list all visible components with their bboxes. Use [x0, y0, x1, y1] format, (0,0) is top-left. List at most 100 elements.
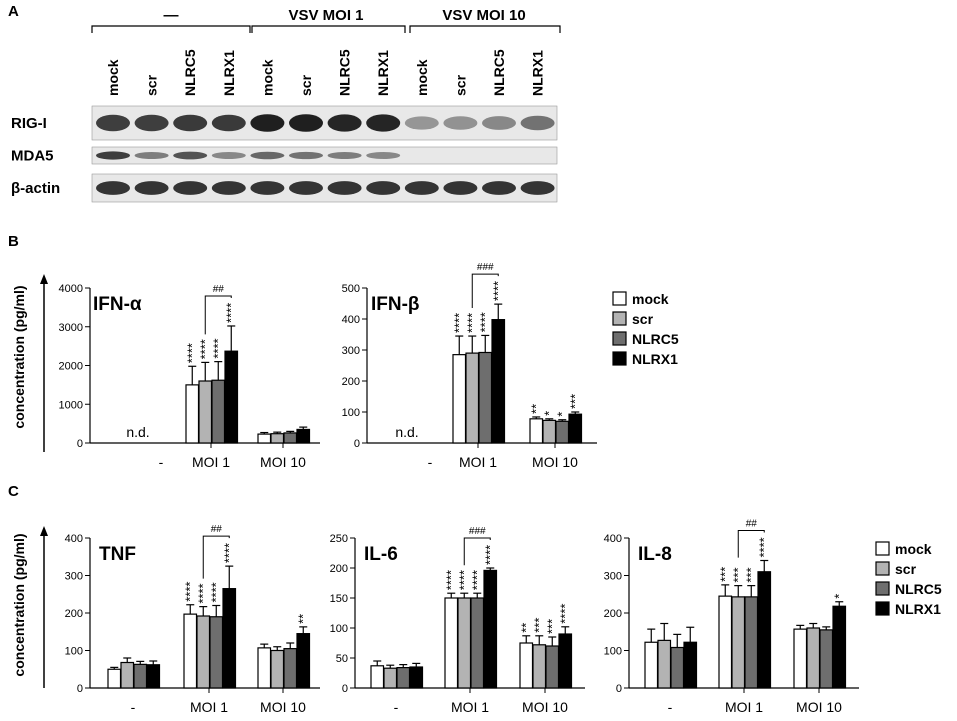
significance: ****	[451, 313, 466, 333]
panel-label-b: B	[8, 233, 19, 250]
y-tick-label: 200	[604, 608, 622, 620]
x-tick-label: -	[394, 699, 399, 715]
blot-band	[289, 151, 323, 160]
bar	[542, 419, 557, 444]
blot-band	[443, 116, 478, 130]
y-tick-label: 150	[330, 593, 348, 605]
significance: ****	[182, 582, 197, 602]
significance-stars: ****	[482, 545, 497, 565]
blot-row-label: RIG-I	[11, 115, 47, 132]
blot-rows: RIG-I MDA5 β-actin	[11, 105, 558, 203]
bar	[731, 596, 746, 689]
bar	[819, 629, 834, 689]
bar	[670, 646, 685, 689]
bracket-label: ###	[469, 526, 486, 537]
blot-group-label: VSV MOI 1	[288, 7, 363, 24]
not-detected-label: n.d.	[395, 424, 418, 440]
significance-stars: ****	[223, 303, 238, 323]
y-tick-label: 400	[342, 314, 360, 326]
significance: *	[541, 411, 556, 416]
legend-label: NLRC5	[895, 581, 942, 597]
blot-group-label: —	[164, 7, 179, 24]
legend-swatch	[875, 601, 890, 616]
y-axis-title-c: concentration (pg/ml)	[11, 533, 27, 676]
blot-lane-label: mock	[105, 59, 121, 96]
legend-label: NLRC5	[632, 331, 679, 347]
blot-lane: NLRC5	[491, 49, 507, 96]
y-tick-label: 0	[342, 683, 348, 695]
blot-lane-label: NLRC5	[337, 49, 353, 96]
bar	[529, 418, 544, 444]
legend: mock scr NLRC5 NLRX1	[875, 541, 942, 617]
significance: ****	[197, 339, 212, 359]
not-detected-label: n.d.	[126, 424, 149, 440]
significance: ***	[717, 567, 732, 582]
blot-band	[173, 114, 208, 132]
significance: ****	[208, 582, 223, 602]
y-tick-label: 100	[65, 646, 83, 658]
x-tick-label: -	[428, 454, 433, 470]
bar	[196, 615, 211, 689]
significance: ****	[490, 281, 505, 301]
legend-label: NLRX1	[632, 351, 678, 367]
significance: **	[518, 623, 533, 633]
bar	[257, 647, 272, 689]
significance-stars: **	[518, 623, 533, 633]
y-tick-label: 300	[342, 345, 360, 357]
chart-title: IL-8	[638, 544, 672, 565]
bar	[270, 649, 285, 689]
blot-lane: NLRX1	[530, 50, 546, 96]
x-tick-label: -	[131, 699, 136, 715]
blot-band	[96, 114, 130, 132]
blot-group-headers: — VSV MOI 1 VSV MOI 10	[91, 7, 561, 33]
y-axis-title: concentration (pg/ml)	[11, 533, 27, 676]
y-tick-label: 500	[342, 283, 360, 295]
x-tick-label: MOI 1	[192, 454, 230, 470]
blot-group-label: VSV MOI 10	[442, 7, 525, 24]
significance-stars: ****	[557, 604, 572, 624]
significance: **	[295, 614, 310, 624]
y-tick-label: 0	[354, 438, 360, 450]
x-tick-label: MOI 10	[522, 699, 568, 715]
blot-band	[482, 116, 516, 130]
blot-lane: mock	[105, 59, 121, 96]
significance-stars: ****	[197, 339, 212, 359]
blot-group-bracket	[91, 25, 251, 33]
significance-stars: ****	[490, 281, 505, 301]
significance: ****	[210, 338, 225, 358]
significance-stars: **	[528, 404, 543, 414]
legend-label: scr	[895, 561, 917, 577]
bar	[555, 420, 570, 444]
blot-lane: mock	[414, 59, 430, 96]
bar	[270, 433, 285, 444]
x-tick-label: -	[668, 699, 673, 715]
bar	[120, 661, 135, 689]
comparison-bracket	[471, 273, 499, 309]
significance: ****	[756, 537, 771, 557]
significance-stars: ****	[208, 582, 223, 602]
bar	[452, 354, 467, 444]
blot-lane-label: NLRC5	[491, 49, 507, 96]
significance: **	[528, 404, 543, 414]
panel-label-c: C	[8, 483, 19, 500]
blot-band	[366, 181, 401, 195]
bar	[370, 665, 385, 689]
blot-lane: scr	[452, 74, 468, 96]
comparison-bracket	[204, 295, 232, 335]
blot-band	[134, 151, 169, 160]
bar	[558, 633, 573, 689]
x-tick-label: MOI 10	[260, 454, 306, 470]
significance: ****	[477, 312, 492, 332]
bar	[222, 588, 237, 689]
bracket-label: ##	[746, 519, 758, 530]
y-tick-label: 200	[65, 608, 83, 620]
x-tick-label: MOI 1	[190, 699, 228, 715]
blot-membrane	[91, 146, 558, 165]
blot-row-label: β-actin	[11, 180, 60, 197]
y-title-arrow-c	[40, 526, 48, 688]
y-tick-label: 100	[330, 623, 348, 635]
y-tick-label: 300	[65, 571, 83, 583]
blot-lane: NLRC5	[337, 49, 353, 96]
significance: ***	[567, 394, 582, 409]
